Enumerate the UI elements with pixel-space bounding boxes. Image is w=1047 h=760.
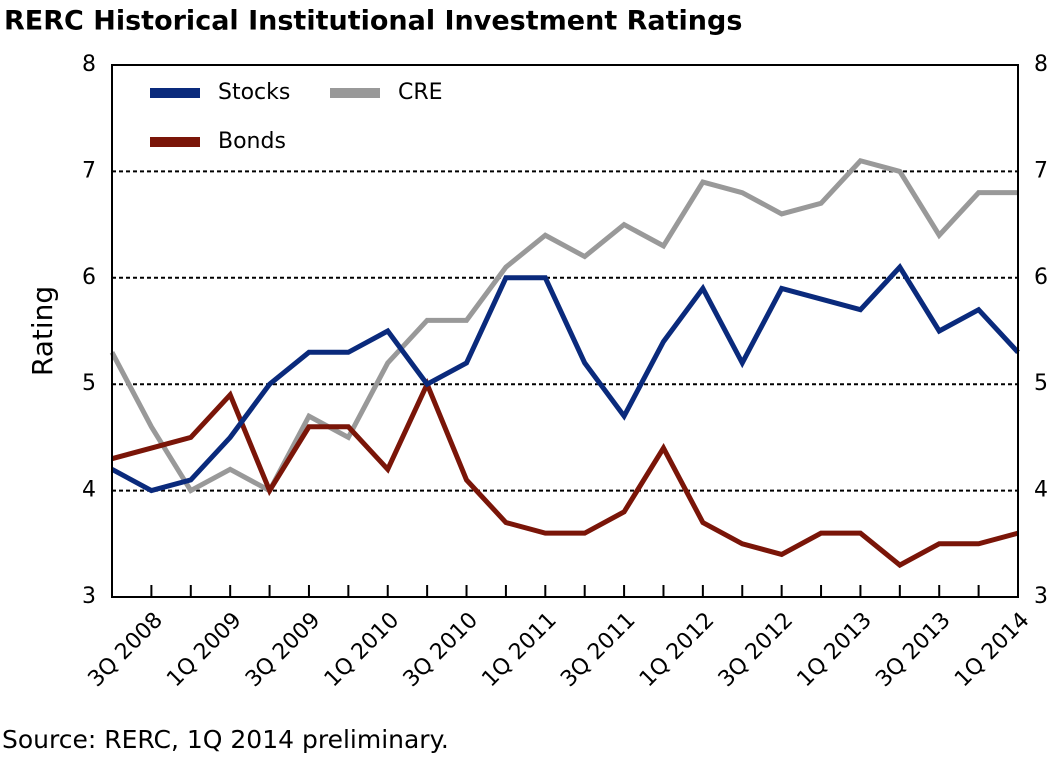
chart-title: RERC Historical Institutional Investment… <box>4 6 742 37</box>
x-tick-label: 3Q 2010 <box>399 608 483 692</box>
x-tick-label: 1Q 2013 <box>793 608 877 692</box>
x-tick-label: 1Q 2009 <box>162 608 246 692</box>
series-line <box>110 263 1020 494</box>
x-tick-label: 3Q 2012 <box>714 608 798 692</box>
y2-tick-label: 8 <box>1034 52 1047 77</box>
legend-label: CRE <box>398 80 443 105</box>
y-axis-label: Rating <box>26 286 59 376</box>
series-line <box>111 377 1019 569</box>
y-tick-label: 5 <box>82 371 96 396</box>
y2-tick-label: 4 <box>1034 478 1047 503</box>
legend-label: Stocks <box>218 80 290 105</box>
series-line <box>109 157 1018 494</box>
y2-tick-label: 6 <box>1034 265 1047 290</box>
x-tick-label: 1Q 2014 <box>950 608 1034 692</box>
x-tick-label: 1Q 2011 <box>477 608 561 692</box>
y-tick-label: 4 <box>82 478 96 503</box>
x-tick-label: 3Q 2013 <box>871 608 955 692</box>
y-tick-label: 7 <box>82 158 96 183</box>
y2-tick-label: 5 <box>1034 371 1047 396</box>
x-tick-label: 1Q 2010 <box>320 608 404 692</box>
y-tick-label: 3 <box>82 584 96 609</box>
x-tick-label: 1Q 2012 <box>635 608 719 692</box>
x-tick-label: 3Q 2008 <box>84 608 168 692</box>
plot-frame <box>111 64 1019 598</box>
y-tick-label: 6 <box>82 265 96 290</box>
y-tick-label: 8 <box>82 52 96 77</box>
source-note: Source: RERC, 1Q 2014 preliminary. <box>2 725 449 754</box>
x-tick-label: 3Q 2009 <box>241 608 325 692</box>
x-tick-label: 3Q 2011 <box>556 608 640 692</box>
y2-tick-label: 3 <box>1034 584 1047 609</box>
legend-label: Bonds <box>218 129 286 154</box>
y2-tick-label: 7 <box>1034 158 1047 183</box>
